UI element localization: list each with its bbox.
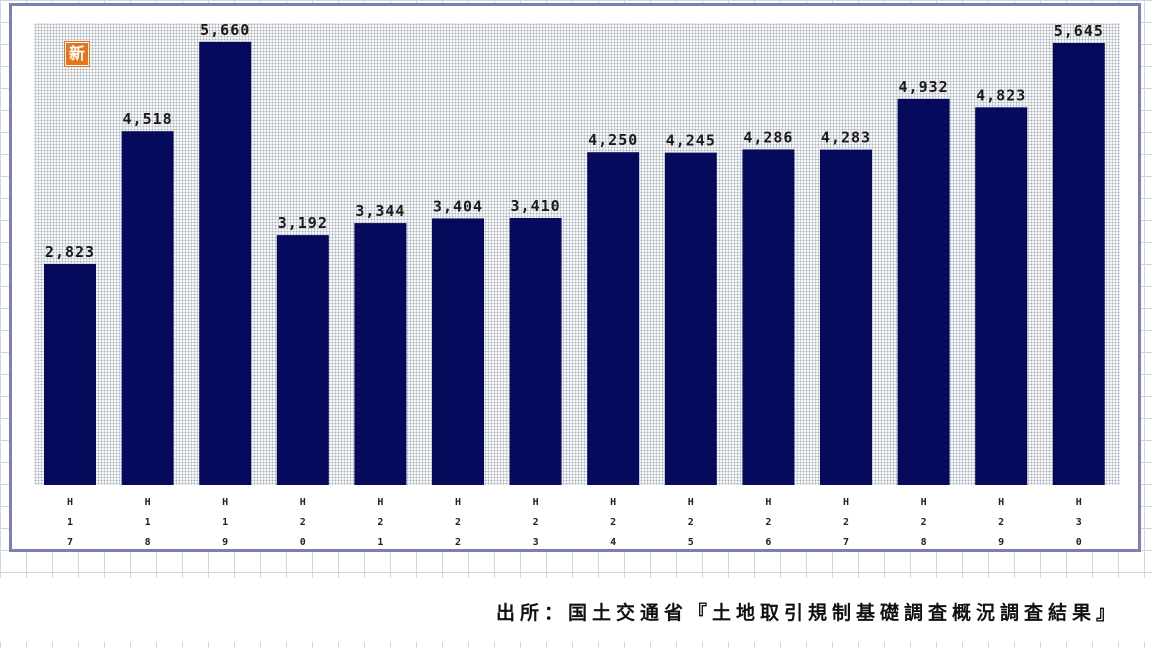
value-label-H20: 3,192	[278, 214, 328, 232]
bar-H29	[975, 107, 1028, 486]
value-label-H30: 5,645	[1054, 22, 1104, 40]
bar-H24	[587, 152, 640, 485]
value-label-H22: 3,404	[433, 197, 483, 215]
bar-H26	[742, 149, 795, 485]
bar-H20	[276, 235, 329, 485]
value-label-H26: 4,286	[743, 128, 793, 146]
bar-chart: 2,823 H 1 7 4,518 H 1 8 5,660 H 1 9 3,192 H 2 0 3,344 H 2 1…	[44, 21, 1105, 548]
value-label-H18: 4,518	[123, 110, 173, 128]
bar-H30	[1052, 43, 1105, 485]
value-label-H17: 2,823	[45, 243, 95, 261]
value-label-H24: 4,250	[588, 131, 638, 149]
bar-H22	[432, 218, 484, 485]
value-label-H28: 4,932	[899, 78, 949, 96]
bar-H28	[897, 98, 950, 486]
bar-H21	[354, 223, 407, 485]
value-label-H21: 3,344	[355, 202, 405, 220]
bar-H25	[664, 152, 717, 485]
value-label-H19: 5,660	[200, 21, 250, 39]
value-label-H27: 4,283	[821, 129, 871, 147]
bar-H23	[509, 218, 562, 485]
new-badge: 新	[65, 42, 89, 66]
value-label-H29: 4,823	[976, 86, 1026, 104]
source-note: 出所：国土交通省『土地取引規制基礎調査概況調査結果』	[495, 602, 1120, 624]
bar-H18	[121, 131, 174, 485]
bar-H19	[199, 41, 252, 486]
chart-frame: 新 2,823 H 1 7 4,518 H 1 8 5,660 H 1 9 3,192 H 2 0 3,344 H…	[9, 3, 1141, 552]
value-label-H23: 3,410	[511, 197, 561, 215]
value-label-H25: 4,245	[666, 132, 716, 150]
bar-H17	[44, 263, 96, 485]
source-strip	[0, 578, 1152, 642]
bar-H27	[820, 149, 872, 485]
